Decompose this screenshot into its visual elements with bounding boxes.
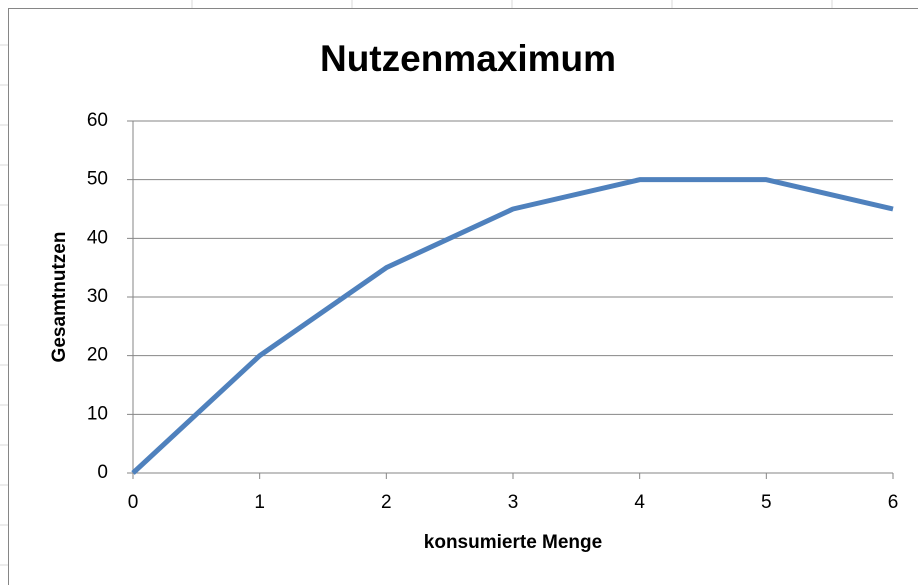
x-tick-label: 1 — [254, 492, 265, 513]
y-axis-title: Gesamtnutzen — [49, 232, 70, 363]
chart-title: Nutzenmaximum — [320, 38, 616, 79]
x-tick-label: 3 — [508, 492, 519, 513]
y-tick-label: 0 — [97, 462, 108, 483]
x-tick-label: 0 — [128, 492, 139, 513]
x-axis-title: konsumierte Menge — [424, 532, 602, 553]
y-tick-label: 30 — [87, 286, 108, 307]
line-series — [131, 177, 894, 475]
y-tick-label: 50 — [87, 169, 108, 190]
y-tick-label: 20 — [87, 345, 108, 366]
sheet-grid — [0, 0, 833, 566]
y-tick-label: 40 — [87, 227, 108, 248]
x-tick-label: 5 — [761, 492, 772, 513]
x-tick-label: 6 — [888, 492, 899, 513]
y-tick-label: 10 — [87, 403, 108, 424]
y-tick-label: 60 — [87, 110, 108, 131]
x-tick-label: 4 — [634, 492, 645, 513]
x-tick-label: 2 — [381, 492, 392, 513]
